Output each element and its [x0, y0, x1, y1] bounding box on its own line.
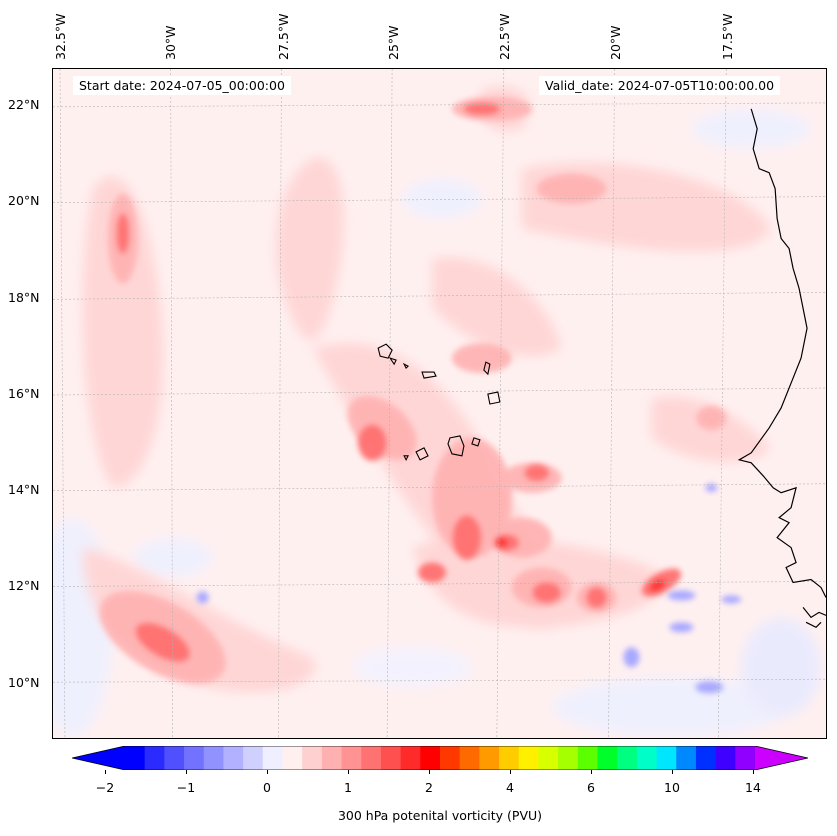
lon-label: 32.5°W [53, 13, 68, 60]
colorbar-tick-label: 6 [587, 780, 595, 795]
colorbar-swatch [380, 746, 402, 770]
potential-vorticity-field [53, 69, 826, 738]
colorbar-swatch [735, 746, 756, 770]
colorbar-swatch [321, 746, 343, 770]
colorbar-tick [672, 770, 673, 774]
lon-label: 27.5°W [276, 13, 291, 60]
colorbar-swatch [558, 746, 579, 770]
colorbar-swatch [302, 746, 323, 770]
colorbar-swatch [518, 746, 539, 770]
colorbar-tick [753, 770, 754, 774]
colorbar-tick-label: 4 [506, 780, 514, 795]
colorbar-swatch [144, 746, 165, 770]
lat-label: 14°N [8, 482, 40, 497]
lat-label: 10°N [8, 675, 40, 690]
colorbar-tick-label: 14 [745, 780, 761, 795]
colorbar-swatch [262, 746, 283, 770]
colorbar-swatch [695, 746, 717, 770]
colorbar-swatch [184, 746, 205, 770]
colorbar [72, 746, 808, 770]
lat-label: 22°N [8, 97, 40, 112]
colorbar-swatch [164, 746, 185, 770]
colorbar-tick-label: −2 [95, 780, 115, 795]
colorbar-swatch [282, 746, 303, 770]
colorbar-swatch [440, 746, 461, 770]
africa-coastline [737, 108, 826, 629]
lon-label: 22.5°W [497, 13, 512, 60]
colorbar-tick-label: 1 [344, 780, 352, 795]
colorbar-tick-label: 0 [263, 780, 271, 795]
colorbar-swatch [203, 746, 224, 770]
colorbar-tick [510, 770, 511, 774]
colorbar-tick [186, 770, 187, 774]
lon-label: 17.5°W [720, 13, 735, 60]
colorbar-tick [267, 770, 268, 774]
colorbar-tick [429, 770, 430, 774]
colorbar-swatch [617, 746, 638, 770]
map-panel [52, 68, 827, 739]
colorbar-tick [591, 770, 592, 774]
colorbar-swatch [636, 746, 658, 770]
colorbar-swatch [715, 746, 736, 770]
colorbar-swatch [459, 746, 480, 770]
colorbar-swatch [420, 746, 441, 770]
colorbar-swatch [577, 746, 598, 770]
lat-label: 16°N [8, 386, 40, 401]
colorbar-swatch [676, 746, 697, 770]
colorbar-tick [105, 770, 106, 774]
colorbar-tick-label: −1 [176, 780, 196, 795]
colorbar-swatch [538, 746, 559, 770]
colorbar-tick-label: 2 [425, 780, 433, 795]
colorbar-swatch [223, 746, 244, 770]
start-date-label: Start date: 2024-07-05_00:00:00 [73, 76, 291, 95]
colorbar-swatch [341, 746, 362, 770]
colorbar-swatch [243, 746, 264, 770]
colorbar-swatch [499, 746, 520, 770]
colorbar-extend-low [72, 746, 125, 770]
valid-date-label: Valid_date: 2024-07-05T10:00:00.00 [539, 76, 781, 95]
colorbar-swatch [361, 746, 382, 770]
lon-label: 25°W [386, 25, 401, 60]
colorbar-swatch [479, 746, 500, 770]
colorbar-tick [348, 770, 349, 774]
colorbar-swatch [656, 746, 677, 770]
colorbar-swatch [597, 746, 618, 770]
lat-label: 18°N [8, 290, 40, 305]
lat-label: 20°N [8, 193, 40, 208]
colorbar-title: 300 hPa potenital vorticity (PVU) [337, 808, 543, 823]
colorbar-tick-label: 10 [664, 780, 680, 795]
lon-label: 30°W [163, 25, 178, 60]
lat-label: 12°N [8, 578, 40, 593]
colorbar-swatch [125, 746, 146, 770]
colorbar-extend-high [755, 746, 808, 770]
lon-label: 20°W [608, 25, 623, 60]
colorbar-swatch [400, 746, 421, 770]
